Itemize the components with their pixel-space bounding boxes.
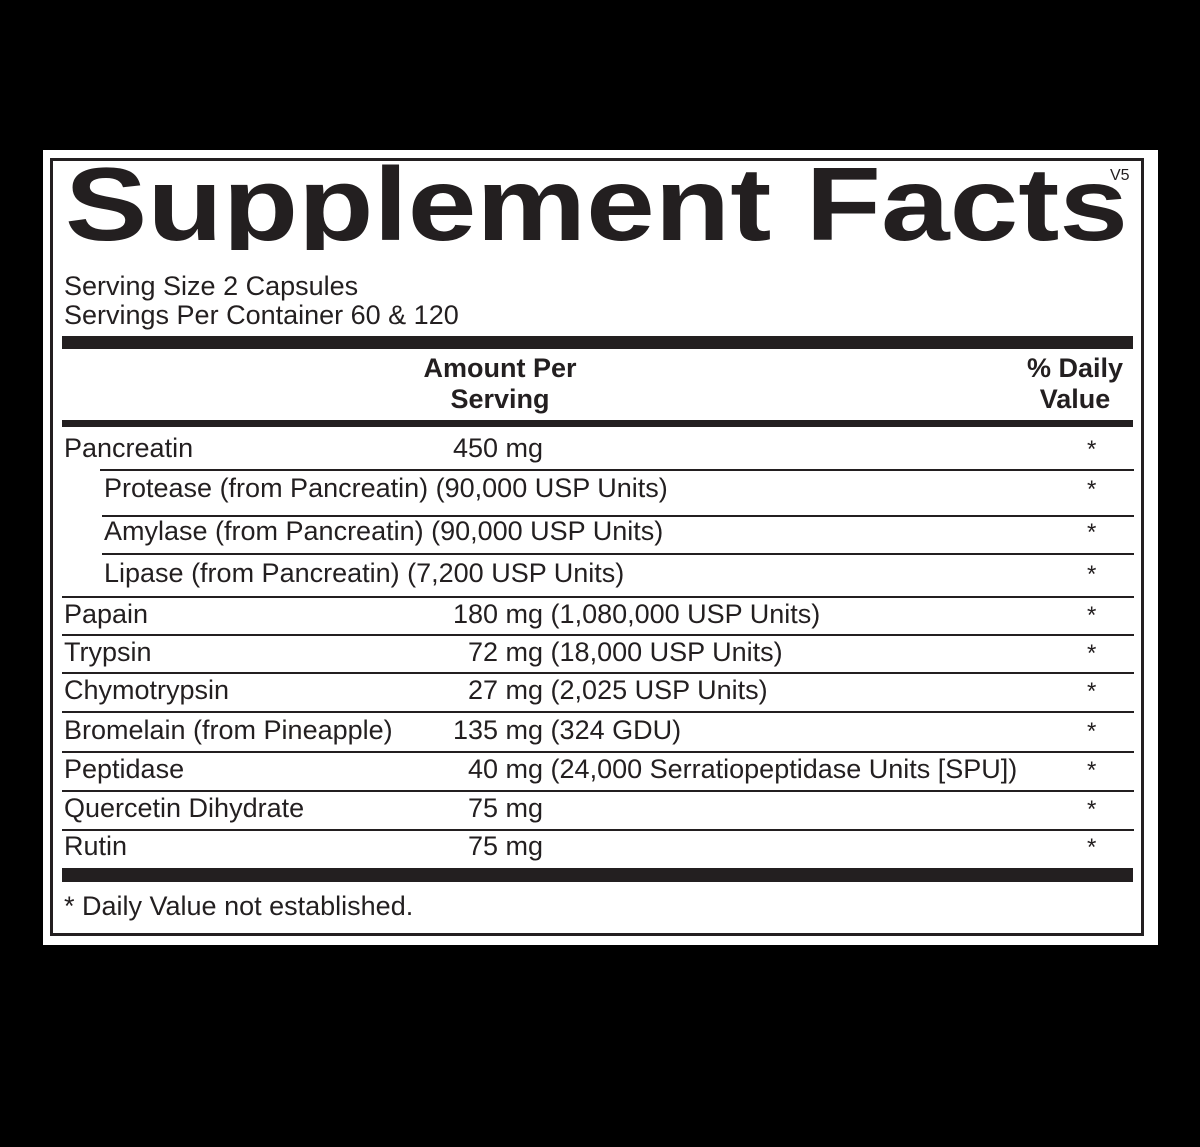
ingredient-name: Lipase (from Pancreatin) (7,200 USP Unit… — [104, 558, 625, 588]
ingredient-name: Pancreatin — [64, 433, 194, 463]
row-divider — [62, 751, 1134, 753]
daily-value: * — [1087, 519, 1097, 546]
row-divider — [100, 469, 1134, 471]
daily-value: * — [1087, 640, 1097, 667]
ingredient-name: Protease (from Pancreatin) (90,000 USP U… — [104, 473, 668, 503]
ingredient-name: Trypsin — [64, 637, 152, 667]
daily-value: * — [1087, 834, 1097, 861]
amount-header: Amount Per Serving — [400, 353, 600, 415]
ingredient-amount: 135 mg (324 GDU) — [453, 715, 682, 745]
supplement-label — [43, 150, 1158, 945]
amount-header-line1: Amount Per — [423, 353, 577, 383]
footnote: * Daily Value not established. — [64, 891, 414, 921]
ingredient-name: Chymotrypsin — [64, 675, 230, 705]
daily-value: * — [1087, 436, 1097, 463]
ingredient-name: Rutin — [64, 831, 128, 861]
title-text: Supplement Facts — [65, 160, 1128, 250]
ingredient-amount: 450 mg — [453, 433, 544, 463]
daily-value: * — [1087, 757, 1097, 784]
row-divider — [62, 790, 1134, 792]
daily-value: * — [1087, 678, 1097, 705]
daily-value: * — [1087, 796, 1097, 823]
bottom-divider — [62, 868, 1133, 882]
thick-divider — [62, 336, 1133, 349]
ingredient-name: Amylase (from Pancreatin) (90,000 USP Un… — [104, 516, 664, 546]
row-divider — [62, 634, 1134, 636]
ingredient-amount: 180 mg (1,080,000 USP Units) — [453, 599, 821, 629]
serving-size: Serving Size 2 Capsules — [64, 271, 359, 301]
row-divider — [62, 596, 1134, 598]
row-divider — [62, 672, 1134, 674]
daily-value: * — [1087, 476, 1097, 503]
dv-header-line2: Value — [1039, 384, 1111, 414]
title: Supplement Facts — [65, 160, 1128, 250]
version-label: V5 — [1110, 167, 1130, 184]
daily-value: * — [1087, 561, 1097, 588]
row-divider — [62, 829, 1134, 831]
daily-value: * — [1087, 718, 1097, 745]
ingredient-name: Peptidase — [64, 754, 185, 784]
dv-header-line1: % Daily — [1026, 353, 1124, 383]
row-divider — [102, 553, 1134, 555]
ingredient-name: Bromelain (from Pineapple) — [64, 715, 393, 745]
servings-per-container: Servings Per Container 60 & 120 — [64, 300, 459, 330]
ingredient-amount: 40 mg (24,000 Serratiopeptidase Units [S… — [468, 754, 1018, 784]
amount-header-line2: Serving — [450, 384, 550, 414]
ingredient-amount: 72 mg (18,000 USP Units) — [468, 637, 783, 667]
ingredient-amount: 75 mg — [468, 831, 544, 861]
header-divider — [62, 420, 1133, 427]
ingredient-amount: 27 mg (2,025 USP Units) — [468, 675, 768, 705]
daily-value: * — [1087, 602, 1097, 629]
ingredient-amount: 75 mg — [468, 793, 544, 823]
row-divider — [102, 515, 1134, 517]
ingredient-name: Quercetin Dihydrate — [64, 793, 305, 823]
daily-value-header: % Daily Value — [1010, 353, 1140, 415]
row-divider — [62, 711, 1134, 713]
ingredient-name: Papain — [64, 599, 149, 629]
label-border — [50, 158, 1144, 936]
